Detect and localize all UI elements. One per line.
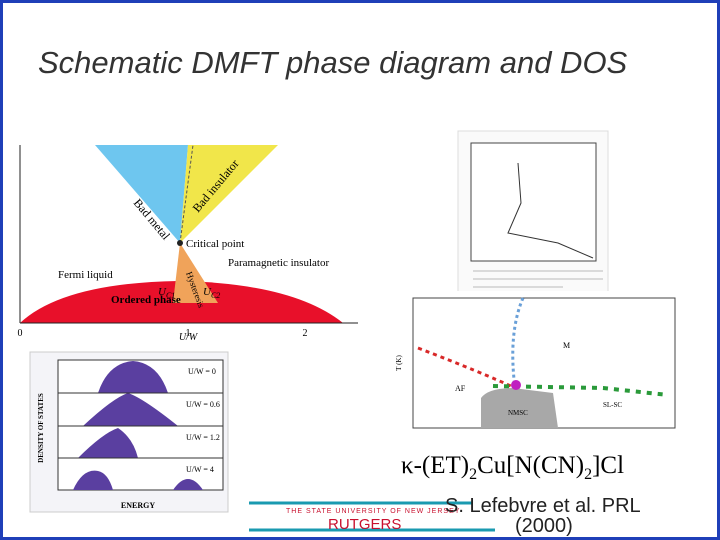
hysteresis-region	[173, 243, 218, 303]
dos-curve	[73, 470, 113, 490]
slide-canvas: Schematic DMFT phase diagram and DOS Bad…	[12, 45, 681, 537]
region-label: Paramagnetic insulator	[228, 257, 329, 269]
x-axis-label: U/W	[179, 332, 199, 343]
plot-frame	[470, 142, 597, 262]
uc2-label: UC2	[203, 286, 220, 300]
dos-curve	[78, 428, 138, 458]
reference-figure	[457, 130, 609, 299]
x-tick-label: 1	[186, 328, 191, 339]
dos-curve	[173, 479, 203, 490]
dos-curve	[83, 393, 178, 426]
region-label: NMSC	[508, 409, 528, 417]
first-order-line	[511, 297, 525, 389]
dos-panel: U/W = 0 U/W = 0.6 U/W = 1.2 U/W = 4 ENER…	[29, 351, 229, 513]
region-label: Fermi liquid	[58, 269, 113, 281]
x-tick-label: 2	[303, 328, 308, 339]
y-axis-label: DENSITY OF STATES	[37, 393, 45, 463]
y-axis-label: T (K)	[395, 355, 403, 371]
row-label: U/W = 1.2	[186, 433, 220, 442]
row-label: U/W = 4	[186, 465, 214, 474]
region-label: SL-SC	[603, 401, 622, 409]
region-label: M	[563, 341, 570, 350]
bad-insulator-region	[180, 145, 278, 243]
formula: κ-(ET)2Cu[N(CN)2]Cl	[401, 452, 624, 483]
critical-marker	[511, 380, 521, 390]
phase-diagram: Bad metal Bad insulator Critical point P…	[12, 144, 362, 343]
university-name: RUTGERS	[328, 516, 401, 533]
region-label: AF	[455, 384, 466, 393]
nmsc-region	[481, 388, 558, 428]
row-label: U/W = 0.6	[186, 400, 220, 409]
crossover-line	[179, 144, 194, 244]
dos-curve	[98, 361, 168, 393]
boundary-line	[507, 162, 594, 259]
university-line: THE STATE UNIVERSITY OF NEW JERSEY	[286, 508, 460, 515]
critical-point	[177, 240, 183, 246]
sc-line	[492, 384, 669, 397]
slide-title: Schematic DMFT phase diagram and DOS	[38, 45, 628, 80]
x-axis-label: ENERGY	[121, 501, 155, 510]
row-label: U/W = 0	[188, 367, 216, 376]
region-label: Ordered phase	[111, 294, 181, 306]
uc1-label: UC1	[158, 286, 175, 300]
x-tick-label: 0	[18, 328, 23, 339]
citation: (2000)	[515, 515, 573, 537]
citation: S. Lefebvre et al. PRL	[445, 495, 641, 517]
region-label: Critical point	[186, 238, 244, 250]
experiment-figure: AF M NMSC SL-SC T (K)	[385, 291, 681, 443]
bad-metal-region	[95, 145, 188, 243]
